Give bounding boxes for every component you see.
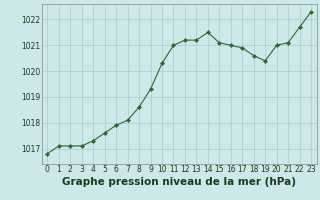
- X-axis label: Graphe pression niveau de la mer (hPa): Graphe pression niveau de la mer (hPa): [62, 177, 296, 187]
